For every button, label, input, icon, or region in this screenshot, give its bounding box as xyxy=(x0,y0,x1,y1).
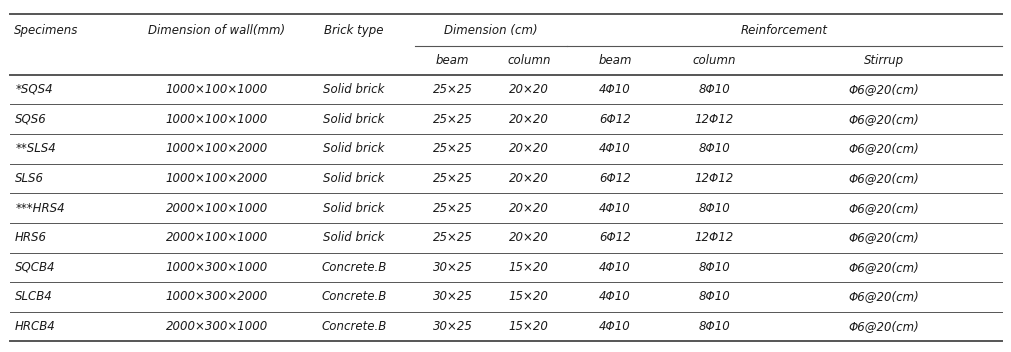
Text: 20×20: 20×20 xyxy=(509,231,548,244)
Text: Solid brick: Solid brick xyxy=(323,142,384,155)
Text: 6Φ12: 6Φ12 xyxy=(599,172,630,185)
Text: Φ6@20(cm): Φ6@20(cm) xyxy=(847,83,918,96)
Text: 25×25: 25×25 xyxy=(432,172,472,185)
Text: 4Φ10: 4Φ10 xyxy=(599,142,630,155)
Text: beam: beam xyxy=(436,54,469,67)
Text: 2000×100×1000: 2000×100×1000 xyxy=(166,231,268,244)
Text: 20×20: 20×20 xyxy=(509,142,548,155)
Text: Solid brick: Solid brick xyxy=(323,83,384,96)
Text: Φ6@20(cm): Φ6@20(cm) xyxy=(847,231,918,244)
Text: Specimens: Specimens xyxy=(14,24,79,37)
Text: 15×20: 15×20 xyxy=(509,261,548,274)
Text: SLCB4: SLCB4 xyxy=(15,290,53,303)
Text: Solid brick: Solid brick xyxy=(323,231,384,244)
Text: 1000×100×2000: 1000×100×2000 xyxy=(166,172,268,185)
Text: Concrete.B: Concrete.B xyxy=(320,290,386,303)
Text: Concrete.B: Concrete.B xyxy=(320,261,386,274)
Text: SLS6: SLS6 xyxy=(15,172,44,185)
Text: Brick type: Brick type xyxy=(324,24,383,37)
Text: HRCB4: HRCB4 xyxy=(15,320,56,333)
Text: Φ6@20(cm): Φ6@20(cm) xyxy=(847,202,918,214)
Text: 12Φ12: 12Φ12 xyxy=(694,172,733,185)
Text: 20×20: 20×20 xyxy=(509,83,548,96)
Text: Dimension (cm): Dimension (cm) xyxy=(444,24,538,37)
Text: column: column xyxy=(692,54,735,67)
Text: SQS6: SQS6 xyxy=(15,113,47,126)
Text: Φ6@20(cm): Φ6@20(cm) xyxy=(847,113,918,126)
Text: 8Φ10: 8Φ10 xyxy=(698,202,729,214)
Text: Solid brick: Solid brick xyxy=(323,113,384,126)
Text: 4Φ10: 4Φ10 xyxy=(599,320,630,333)
Text: 8Φ10: 8Φ10 xyxy=(698,142,729,155)
Text: 6Φ12: 6Φ12 xyxy=(599,113,630,126)
Text: 4Φ10: 4Φ10 xyxy=(599,261,630,274)
Text: 2000×100×1000: 2000×100×1000 xyxy=(166,202,268,214)
Text: 20×20: 20×20 xyxy=(509,202,548,214)
Text: Φ6@20(cm): Φ6@20(cm) xyxy=(847,142,918,155)
Text: 1000×100×1000: 1000×100×1000 xyxy=(166,113,268,126)
Text: SQCB4: SQCB4 xyxy=(15,261,56,274)
Text: 20×20: 20×20 xyxy=(509,113,548,126)
Text: 12Φ12: 12Φ12 xyxy=(694,113,733,126)
Text: 25×25: 25×25 xyxy=(432,231,472,244)
Text: 1000×300×1000: 1000×300×1000 xyxy=(166,261,268,274)
Text: ***HRS4: ***HRS4 xyxy=(15,202,65,214)
Text: Stirrup: Stirrup xyxy=(863,54,903,67)
Text: 30×25: 30×25 xyxy=(432,320,472,333)
Text: column: column xyxy=(507,54,550,67)
Text: *SQS4: *SQS4 xyxy=(15,83,53,96)
Text: 4Φ10: 4Φ10 xyxy=(599,202,630,214)
Text: Reinforcement: Reinforcement xyxy=(740,24,827,37)
Text: HRS6: HRS6 xyxy=(15,231,48,244)
Text: 1000×100×1000: 1000×100×1000 xyxy=(166,83,268,96)
Text: 25×25: 25×25 xyxy=(432,113,472,126)
Text: 8Φ10: 8Φ10 xyxy=(698,320,729,333)
Text: 12Φ12: 12Φ12 xyxy=(694,231,733,244)
Text: 4Φ10: 4Φ10 xyxy=(599,290,630,303)
Text: Φ6@20(cm): Φ6@20(cm) xyxy=(847,261,918,274)
Text: Solid brick: Solid brick xyxy=(323,202,384,214)
Text: 20×20: 20×20 xyxy=(509,172,548,185)
Text: beam: beam xyxy=(598,54,631,67)
Text: 25×25: 25×25 xyxy=(432,142,472,155)
Text: 1000×300×2000: 1000×300×2000 xyxy=(166,290,268,303)
Text: 15×20: 15×20 xyxy=(509,290,548,303)
Text: Φ6@20(cm): Φ6@20(cm) xyxy=(847,172,918,185)
Text: 8Φ10: 8Φ10 xyxy=(698,83,729,96)
Text: 1000×100×2000: 1000×100×2000 xyxy=(166,142,268,155)
Text: 15×20: 15×20 xyxy=(509,320,548,333)
Text: 8Φ10: 8Φ10 xyxy=(698,261,729,274)
Text: 6Φ12: 6Φ12 xyxy=(599,231,630,244)
Text: Dimension of wall(mm): Dimension of wall(mm) xyxy=(149,24,285,37)
Text: 2000×300×1000: 2000×300×1000 xyxy=(166,320,268,333)
Text: 25×25: 25×25 xyxy=(432,83,472,96)
Text: Concrete.B: Concrete.B xyxy=(320,320,386,333)
Text: 25×25: 25×25 xyxy=(432,202,472,214)
Text: 30×25: 30×25 xyxy=(432,261,472,274)
Text: **SLS4: **SLS4 xyxy=(15,142,56,155)
Text: 8Φ10: 8Φ10 xyxy=(698,290,729,303)
Text: Φ6@20(cm): Φ6@20(cm) xyxy=(847,290,918,303)
Text: 4Φ10: 4Φ10 xyxy=(599,83,630,96)
Text: 30×25: 30×25 xyxy=(432,290,472,303)
Text: Solid brick: Solid brick xyxy=(323,172,384,185)
Text: Φ6@20(cm): Φ6@20(cm) xyxy=(847,320,918,333)
